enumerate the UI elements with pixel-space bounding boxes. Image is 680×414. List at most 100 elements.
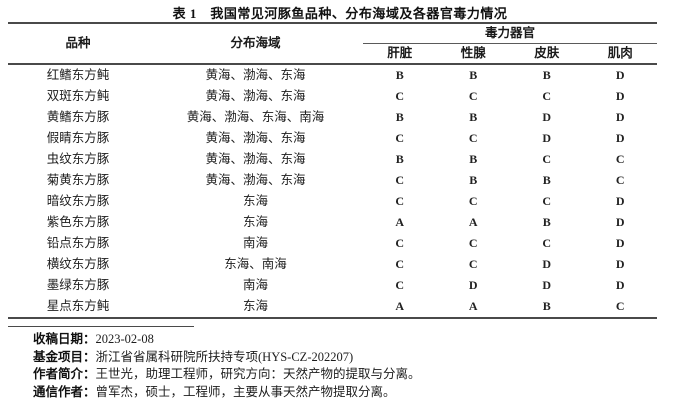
table-row: 紫色东方豚 东海 A A B D bbox=[8, 212, 657, 233]
table-row: 菊黄东方豚 黄海、渤海、东海 C B B C bbox=[8, 170, 657, 191]
table-row: 双斑东方鲀 黄海、渤海、东海 C C C D bbox=[8, 86, 657, 107]
gonad-toxicity-cell: C bbox=[468, 131, 478, 145]
table-row: 假睛东方豚 黄海、渤海、东海 C C D D bbox=[8, 128, 657, 149]
footnote-separator bbox=[8, 326, 194, 327]
table-title: 表 1 我国常见河豚鱼品种、分布海域及各器官毒力情况 bbox=[172, 6, 508, 21]
sea-area-cell: 东海 bbox=[242, 215, 268, 229]
liver-toxicity-cell: A bbox=[395, 215, 405, 229]
sea-area-cell: 南海 bbox=[242, 236, 268, 250]
table-row: 星点东方鲀 东海 A A B C bbox=[8, 296, 657, 317]
received-date-value: 2023-02-08 bbox=[95, 332, 154, 346]
species-cell: 紫色东方豚 bbox=[46, 215, 110, 229]
sea-area-cell: 东海 bbox=[242, 194, 268, 208]
gonad-toxicity-cell: C bbox=[468, 257, 478, 271]
liver-toxicity-cell: A bbox=[395, 299, 405, 313]
gonad-toxicity-cell: B bbox=[469, 173, 478, 187]
sea-area-cell: 黄海、渤海、东海 bbox=[205, 131, 306, 145]
species-cell: 暗纹东方豚 bbox=[46, 194, 110, 208]
header-species: 品种 bbox=[65, 36, 91, 50]
table-row: 红鳍东方鲀 黄海、渤海、东海 B B B D bbox=[8, 65, 657, 86]
header-liver: 肝脏 bbox=[387, 46, 413, 60]
corresponding-author-line: 通信作者：曾军杰，硕士，工程师，主要从事天然产物提取分离。 bbox=[33, 384, 653, 402]
table-header: 品种 分布海域 毒力器官 肝脏 性腺 皮肤 肌肉 bbox=[8, 24, 657, 63]
corresponding-author-label: 通信作者： bbox=[33, 384, 96, 399]
received-date-line: 收稿日期：2023-02-08 bbox=[33, 331, 653, 349]
footer-notes: 收稿日期：2023-02-08 基金项目：浙江省省属科研院所扶持专项(HYS-C… bbox=[33, 331, 653, 401]
liver-toxicity-cell: C bbox=[395, 278, 405, 292]
header-toxic-organs: 毒力器官 bbox=[484, 26, 535, 40]
table-row: 墨绿东方豚 南海 C D D D bbox=[8, 275, 657, 296]
table-row: 铅点东方豚 南海 C C C D bbox=[8, 233, 657, 254]
muscle-toxicity-cell: D bbox=[615, 131, 625, 145]
table-row: 横纹东方豚 东海、南海 C C D D bbox=[8, 254, 657, 275]
muscle-toxicity-cell: C bbox=[615, 152, 625, 166]
liver-toxicity-cell: C bbox=[395, 257, 405, 271]
muscle-toxicity-cell: C bbox=[615, 173, 625, 187]
gonad-toxicity-cell: C bbox=[468, 236, 478, 250]
species-cell: 墨绿东方豚 bbox=[46, 278, 110, 292]
muscle-toxicity-cell: D bbox=[615, 278, 625, 292]
gonad-toxicity-cell: B bbox=[469, 152, 478, 166]
sea-area-cell: 黄海、渤海、东海、南海 bbox=[186, 110, 325, 124]
header-sea-area: 分布海域 bbox=[230, 36, 281, 50]
liver-toxicity-cell: C bbox=[395, 89, 405, 103]
species-cell: 横纹东方豚 bbox=[46, 257, 110, 271]
muscle-toxicity-cell: D bbox=[615, 236, 625, 250]
sea-area-cell: 黄海、渤海、东海 bbox=[205, 152, 306, 166]
author-bio-value: 王世光，助理工程师，研究方向：天然产物的提取与分离。 bbox=[95, 367, 421, 381]
table-bottom-rule bbox=[8, 317, 657, 319]
sea-area-cell: 东海 bbox=[242, 299, 268, 313]
liver-toxicity-cell: C bbox=[395, 194, 405, 208]
muscle-toxicity-cell: D bbox=[615, 110, 625, 124]
organ-subheader-row: 肝脏 性腺 皮肤 肌肉 bbox=[363, 44, 657, 63]
table-row: 虫纹东方豚 黄海、渤海、东海 B B C C bbox=[8, 149, 657, 170]
header-gonad: 性腺 bbox=[460, 46, 486, 60]
table-row: 暗纹东方豚 东海 C C C D bbox=[8, 191, 657, 212]
species-cell: 虫纹东方豚 bbox=[46, 152, 110, 166]
sea-area-cell: 黄海、渤海、东海 bbox=[205, 89, 306, 103]
gonad-toxicity-cell: C bbox=[468, 194, 478, 208]
species-cell: 假睛东方豚 bbox=[46, 131, 110, 145]
species-cell: 双斑东方鲀 bbox=[46, 89, 110, 103]
sea-area-cell: 南海 bbox=[242, 278, 268, 292]
muscle-toxicity-cell: D bbox=[615, 194, 625, 208]
fund-project-line: 基金项目：浙江省省属科研院所扶持专项(HYS-CZ-202207) bbox=[33, 349, 653, 367]
species-cell: 铅点东方豚 bbox=[46, 236, 110, 250]
author-bio-line: 作者简介：王世光，助理工程师，研究方向：天然产物的提取与分离。 bbox=[33, 366, 653, 384]
fund-project-label: 基金项目： bbox=[33, 349, 96, 364]
skin-toxicity-cell: D bbox=[542, 110, 552, 124]
skin-toxicity-cell: B bbox=[542, 68, 551, 82]
liver-toxicity-cell: C bbox=[395, 131, 405, 145]
sea-area-cell: 黄海、渤海、东海 bbox=[205, 173, 306, 187]
author-bio-label: 作者简介： bbox=[33, 367, 96, 381]
muscle-toxicity-cell: D bbox=[615, 215, 625, 229]
table-body: 红鳍东方鲀 黄海、渤海、东海 B B B D 双斑东方鲀 黄海、渤海、东海 C C C D 黄鳍东方豚黄… bbox=[8, 65, 657, 317]
fund-project-value: 浙江省省属科研院所扶持专项(HYS-CZ-202207) bbox=[95, 349, 354, 364]
skin-toxicity-cell: B bbox=[542, 215, 551, 229]
sea-area-cell: 黄海、渤海、东海 bbox=[205, 68, 306, 82]
muscle-toxicity-cell: C bbox=[615, 299, 625, 313]
liver-toxicity-cell: B bbox=[395, 110, 404, 124]
gonad-toxicity-cell: A bbox=[468, 215, 478, 229]
toxicity-table: 品种 分布海域 毒力器官 肝脏 性腺 皮肤 肌肉 红鳍东方鲀 黄海、渤海、东海 B B… bbox=[8, 22, 657, 319]
received-date-label: 收稿日期： bbox=[33, 332, 96, 346]
header-organ-group: 毒力器官 肝脏 性腺 皮肤 肌肉 bbox=[363, 24, 657, 63]
species-cell: 菊黄东方豚 bbox=[46, 173, 110, 187]
skin-toxicity-cell: B bbox=[542, 173, 551, 187]
liver-toxicity-cell: C bbox=[395, 236, 405, 250]
organ-group-rule bbox=[363, 43, 657, 44]
table-top-rule bbox=[8, 22, 657, 24]
header-muscle: 肌肉 bbox=[607, 46, 633, 60]
skin-toxicity-cell: B bbox=[542, 299, 551, 313]
muscle-toxicity-cell: D bbox=[615, 68, 625, 82]
table-row: 黄鳍东方豚 黄海、渤海、东海、南海 B B D D bbox=[8, 107, 657, 128]
header-skin: 皮肤 bbox=[534, 46, 560, 60]
skin-toxicity-cell: C bbox=[542, 194, 552, 208]
skin-toxicity-cell: D bbox=[542, 131, 552, 145]
skin-toxicity-cell: C bbox=[542, 236, 552, 250]
skin-toxicity-cell: D bbox=[542, 278, 552, 292]
muscle-toxicity-cell: D bbox=[615, 89, 625, 103]
gonad-toxicity-cell: B bbox=[469, 68, 478, 82]
header-bottom-rule bbox=[8, 63, 657, 65]
liver-toxicity-cell: B bbox=[395, 152, 404, 166]
